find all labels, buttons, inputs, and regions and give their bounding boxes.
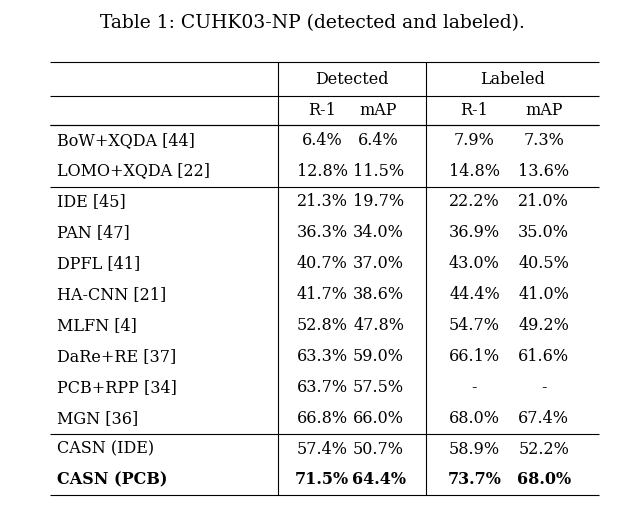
Text: 38.6%: 38.6% xyxy=(353,286,404,303)
Text: 34.0%: 34.0% xyxy=(353,224,404,241)
Text: 21.0%: 21.0% xyxy=(519,194,569,211)
Text: 6.4%: 6.4% xyxy=(358,132,399,149)
Text: 35.0%: 35.0% xyxy=(518,224,569,241)
Text: CASN (IDE): CASN (IDE) xyxy=(57,441,155,458)
Text: 12.8%: 12.8% xyxy=(297,163,348,180)
Text: 57.4%: 57.4% xyxy=(297,441,348,458)
Text: 52.8%: 52.8% xyxy=(297,317,348,334)
Text: 49.2%: 49.2% xyxy=(519,317,569,334)
Text: R-1: R-1 xyxy=(461,103,489,119)
Text: R-1: R-1 xyxy=(308,103,336,119)
Text: DPFL [41]: DPFL [41] xyxy=(57,255,140,272)
Text: 58.9%: 58.9% xyxy=(449,441,500,458)
Text: DaRe+RE [37]: DaRe+RE [37] xyxy=(57,348,177,365)
Text: 71.5%: 71.5% xyxy=(295,472,349,489)
Text: PCB+RPP [34]: PCB+RPP [34] xyxy=(57,379,177,396)
Text: 41.0%: 41.0% xyxy=(519,286,569,303)
Text: 7.3%: 7.3% xyxy=(524,132,564,149)
Text: BoW+XQDA [44]: BoW+XQDA [44] xyxy=(57,132,195,149)
Text: 43.0%: 43.0% xyxy=(449,255,500,272)
Text: HA-CNN [21]: HA-CNN [21] xyxy=(57,286,167,303)
Text: 50.7%: 50.7% xyxy=(353,441,404,458)
Text: 21.3%: 21.3% xyxy=(297,194,348,211)
Text: 66.8%: 66.8% xyxy=(297,410,348,427)
Text: 67.4%: 67.4% xyxy=(518,410,569,427)
Text: 47.8%: 47.8% xyxy=(353,317,404,334)
Text: Labeled: Labeled xyxy=(480,71,545,88)
Text: -: - xyxy=(472,379,477,396)
Text: MGN [36]: MGN [36] xyxy=(57,410,139,427)
Text: 44.4%: 44.4% xyxy=(449,286,500,303)
Text: 22.2%: 22.2% xyxy=(449,194,500,211)
Text: 66.1%: 66.1% xyxy=(449,348,500,365)
Text: 19.7%: 19.7% xyxy=(353,194,404,211)
Text: 52.2%: 52.2% xyxy=(519,441,569,458)
Text: 57.5%: 57.5% xyxy=(353,379,404,396)
Text: mAP: mAP xyxy=(525,103,562,119)
Text: Table 1: CUHK03-NP (detected and labeled).: Table 1: CUHK03-NP (detected and labeled… xyxy=(100,14,524,32)
Text: 14.8%: 14.8% xyxy=(449,163,500,180)
Text: 64.4%: 64.4% xyxy=(351,472,406,489)
Text: 41.7%: 41.7% xyxy=(297,286,348,303)
Text: 59.0%: 59.0% xyxy=(353,348,404,365)
Text: 63.7%: 63.7% xyxy=(297,379,348,396)
Text: Detected: Detected xyxy=(315,71,389,88)
Text: 7.9%: 7.9% xyxy=(454,132,495,149)
Text: 36.3%: 36.3% xyxy=(297,224,348,241)
Text: 61.6%: 61.6% xyxy=(518,348,569,365)
Text: -: - xyxy=(541,379,547,396)
Text: 11.5%: 11.5% xyxy=(353,163,404,180)
Text: mAP: mAP xyxy=(360,103,397,119)
Text: 36.9%: 36.9% xyxy=(449,224,500,241)
Text: 40.7%: 40.7% xyxy=(297,255,348,272)
Text: CASN (PCB): CASN (PCB) xyxy=(57,472,168,489)
Text: 63.3%: 63.3% xyxy=(297,348,348,365)
Text: 13.6%: 13.6% xyxy=(518,163,569,180)
Text: 66.0%: 66.0% xyxy=(353,410,404,427)
Text: 40.5%: 40.5% xyxy=(519,255,569,272)
Text: IDE [45]: IDE [45] xyxy=(57,194,126,211)
Text: 6.4%: 6.4% xyxy=(302,132,343,149)
Text: 73.7%: 73.7% xyxy=(447,472,502,489)
Text: 37.0%: 37.0% xyxy=(353,255,404,272)
Text: PAN [47]: PAN [47] xyxy=(57,224,130,241)
Text: 54.7%: 54.7% xyxy=(449,317,500,334)
Text: 68.0%: 68.0% xyxy=(449,410,500,427)
Text: 68.0%: 68.0% xyxy=(517,472,571,489)
Text: LOMO+XQDA [22]: LOMO+XQDA [22] xyxy=(57,163,210,180)
Text: MLFN [4]: MLFN [4] xyxy=(57,317,137,334)
